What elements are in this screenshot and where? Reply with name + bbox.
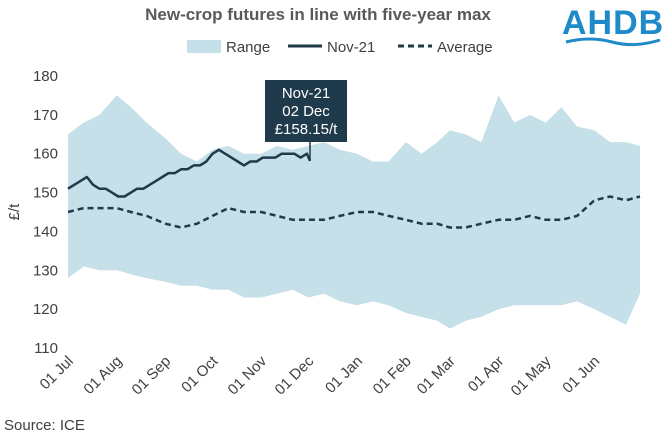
y-tick-label: 180 <box>33 68 58 85</box>
legend: Range Nov-21 Average <box>187 39 493 56</box>
x-tick-label: 01 Oct <box>178 352 222 396</box>
y-tick-label: 170 <box>33 107 58 124</box>
legend-label-nov21: Nov-21 <box>327 39 375 56</box>
y-tick-label: 120 <box>33 301 58 318</box>
y-tick-label: 160 <box>33 146 58 163</box>
legend-swatch-range <box>187 40 221 53</box>
chart-title: New-crop futures in line with five-year … <box>145 5 491 24</box>
y-axis-label: £/t <box>6 203 23 221</box>
x-tick-label: 01 Jan <box>322 353 366 397</box>
x-tick-label: 01 Jul <box>37 353 77 393</box>
average-line-layer <box>67 195 641 229</box>
x-tick-label: 01 Dec <box>272 352 318 398</box>
y-tick-labels: 110 120 130 140 150 160 170 180 <box>33 68 58 357</box>
y-tick-label: 130 <box>33 262 58 279</box>
source-note: Source: ICE <box>4 417 85 434</box>
y-tick-label: 140 <box>33 223 58 240</box>
x-tick-labels: 01 Jul 01 Aug 01 Sep 01 Oct 01 Nov 01 Dec 01 J… <box>37 352 604 399</box>
callout-value: £158.15/t <box>275 121 338 138</box>
x-tick-label: 01 Jun <box>559 353 603 397</box>
series-nov21-line <box>67 148 312 198</box>
y-tick-label: 110 <box>34 340 58 357</box>
series-average-line <box>67 195 641 229</box>
x-tick-label: 01 Feb <box>370 353 415 398</box>
ahdb-logo-text: AHDB <box>562 4 664 42</box>
x-tick-label: 01 Nov <box>224 352 270 398</box>
legend-label-average: Average <box>437 39 493 56</box>
x-tick-label: 01 Mar <box>414 353 459 398</box>
callout-box: Nov-21 02 Dec £158.15/t <box>265 80 347 161</box>
callout-date: 02 Dec <box>282 103 330 120</box>
range-band-layer <box>68 95 640 329</box>
callout-background <box>265 80 347 142</box>
nov21-line-layer <box>67 148 312 198</box>
legend-label-range: Range <box>226 39 270 56</box>
ahdb-logo: AHDB <box>562 4 664 47</box>
callout-series: Nov-21 <box>282 85 330 102</box>
logo-wave-icon <box>565 37 661 47</box>
x-tick-label: 01 Apr <box>465 353 508 396</box>
y-tick-label: 150 <box>33 185 58 202</box>
x-tick-label: 01 May <box>508 352 555 399</box>
x-tick-label: 01 Sep <box>129 353 175 399</box>
series-range-band <box>68 95 640 329</box>
x-tick-label: 01 Aug <box>80 353 125 398</box>
